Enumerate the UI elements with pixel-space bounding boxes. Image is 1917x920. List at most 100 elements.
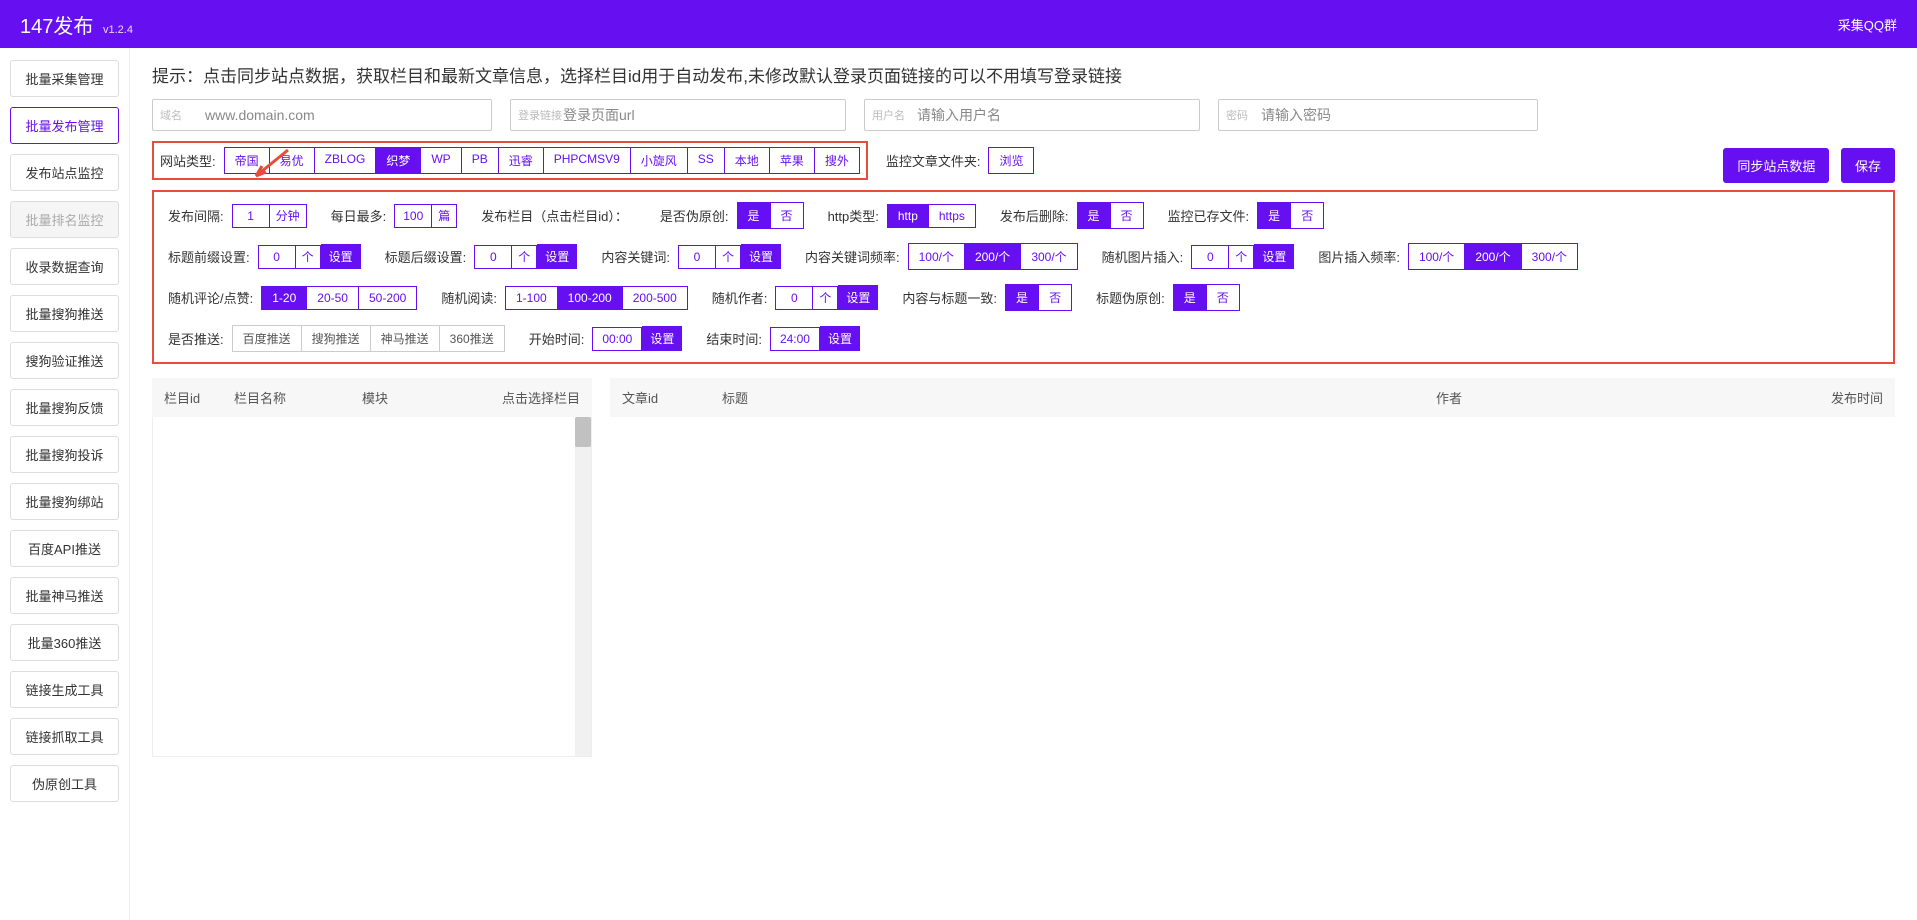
sidebar-item-2[interactable]: 发布站点监控 (10, 154, 119, 191)
content-keyword-label: 内容关键词: (601, 247, 670, 266)
sidebar-item-4[interactable]: 收录数据查询 (10, 248, 119, 285)
random-read-label: 随机阅读: (441, 288, 497, 307)
interval-input[interactable] (232, 204, 270, 228)
sidebar-item-1[interactable]: 批量发布管理 (10, 107, 119, 144)
title-suffix-input[interactable] (474, 245, 512, 269)
monitor-exist-opt-0[interactable]: 是 (1257, 202, 1291, 229)
pass-input[interactable] (1218, 99, 1538, 131)
start-time-set-button[interactable]: 设置 (642, 326, 682, 351)
http-type-opt-0[interactable]: http (887, 204, 929, 228)
title-fake-opt-1[interactable]: 否 (1206, 284, 1240, 311)
sidebar-item-11[interactable]: 批量神马推送 (10, 577, 119, 614)
sidebar-item-9[interactable]: 批量搜狗绑站 (10, 483, 119, 520)
sidebar-item-7[interactable]: 批量搜狗反馈 (10, 389, 119, 426)
sidebar-item-12[interactable]: 批量360推送 (10, 624, 119, 661)
title-fake-opt-0[interactable]: 是 (1173, 284, 1207, 311)
site-type-opt-3[interactable]: 织梦 (375, 147, 421, 174)
sync-button[interactable]: 同步站点数据 (1723, 148, 1829, 183)
title-prefix-set-button[interactable]: 设置 (321, 244, 361, 269)
monitor-folder-label: 监控文章文件夹: (886, 151, 981, 170)
sidebar-item-15[interactable]: 伪原创工具 (10, 765, 119, 802)
site-type-opt-10[interactable]: 本地 (724, 147, 770, 174)
site-type-opt-4[interactable]: WP (420, 147, 461, 174)
daily-max-input[interactable] (394, 204, 432, 228)
end-time-input[interactable] (770, 327, 820, 351)
fake-original-label: 是否伪原创: (660, 206, 729, 225)
main-content: 提示：点击同步站点数据，获取栏目和最新文章信息，选择栏目id用于自动发布,未修改… (130, 48, 1917, 920)
sidebar-item-13[interactable]: 链接生成工具 (10, 671, 119, 708)
fake-original-opt-0[interactable]: 是 (737, 202, 771, 229)
user-input[interactable] (864, 99, 1200, 131)
random-author-input[interactable] (775, 286, 813, 310)
push-opt-0[interactable]: 百度推送 (232, 325, 302, 352)
columns-tbody (152, 417, 592, 757)
delete-after-opt-1[interactable]: 否 (1110, 202, 1144, 229)
random-read-opt-0[interactable]: 1-100 (505, 286, 558, 310)
image-freq-opt-2[interactable]: 300/个 (1521, 243, 1578, 270)
fake-original-opt-1[interactable]: 否 (770, 202, 804, 229)
keyword-freq-label: 内容关键词频率: (805, 247, 900, 266)
random-comment-opt-1[interactable]: 20-50 (306, 286, 359, 310)
save-button[interactable]: 保存 (1841, 148, 1895, 183)
site-type-opt-5[interactable]: PB (461, 147, 499, 174)
scrollbar[interactable] (575, 417, 591, 756)
random-image-input[interactable] (1191, 245, 1229, 269)
art-id-header: 文章id (622, 388, 722, 407)
delete-after-opt-0[interactable]: 是 (1077, 202, 1111, 229)
random-author-set-button[interactable]: 设置 (838, 285, 878, 310)
random-comment-opt-2[interactable]: 50-200 (358, 286, 417, 310)
start-time-input[interactable] (592, 327, 642, 351)
site-type-opt-12[interactable]: 搜外 (814, 147, 860, 174)
site-type-opt-2[interactable]: ZBLOG (314, 147, 377, 174)
end-time-set-button[interactable]: 设置 (820, 326, 860, 351)
domain-input[interactable] (152, 99, 492, 131)
sidebar-item-5[interactable]: 批量搜狗推送 (10, 295, 119, 332)
image-freq-opt-0[interactable]: 100/个 (1408, 243, 1465, 270)
keyword-freq-opt-2[interactable]: 300/个 (1020, 243, 1077, 270)
http-type-opt-1[interactable]: https (928, 204, 976, 228)
sidebar-item-14[interactable]: 链接抓取工具 (10, 718, 119, 755)
app-version: v1.2.4 (103, 24, 133, 36)
site-type-opt-9[interactable]: SS (687, 147, 725, 174)
title-prefix-input[interactable] (258, 245, 296, 269)
push-opt-3[interactable]: 360推送 (439, 325, 505, 352)
art-time-header: 发布时间 (1793, 388, 1883, 407)
site-type-opt-7[interactable]: PHPCMSV9 (543, 147, 631, 174)
interval-unit: 分钟 (270, 204, 307, 228)
login-label: 登录链接 (518, 107, 562, 123)
qq-group-link[interactable]: 采集QQ群 (1838, 15, 1897, 34)
content-keyword-set-button[interactable]: 设置 (741, 244, 781, 269)
keyword-freq-opt-0[interactable]: 100/个 (908, 243, 965, 270)
site-type-opt-8[interactable]: 小旋风 (630, 147, 688, 174)
title-suffix-unit: 个 (512, 245, 537, 269)
col-name-header: 栏目名称 (234, 388, 362, 407)
random-read-opt-2[interactable]: 200-500 (622, 286, 688, 310)
image-freq-opt-1[interactable]: 200/个 (1464, 243, 1521, 270)
title-match-opt-0[interactable]: 是 (1005, 284, 1039, 311)
sidebar-item-10[interactable]: 百度API推送 (10, 530, 119, 567)
sidebar-item-0[interactable]: 批量采集管理 (10, 60, 119, 97)
title-match-opt-1[interactable]: 否 (1038, 284, 1072, 311)
sidebar-item-6[interactable]: 搜狗验证推送 (10, 342, 119, 379)
sidebar-item-3: 批量排名监控 (10, 201, 119, 238)
browse-button[interactable]: 浏览 (988, 147, 1034, 174)
content-keyword-unit: 个 (716, 245, 741, 269)
content-keyword-input[interactable] (678, 245, 716, 269)
random-comment-label: 随机评论/点赞: (168, 288, 253, 307)
site-type-opt-0[interactable]: 帝国 (224, 147, 270, 174)
push-opt-2[interactable]: 神马推送 (370, 325, 440, 352)
site-type-opt-1[interactable]: 易优 (269, 147, 315, 174)
push-opt-1[interactable]: 搜狗推送 (301, 325, 371, 352)
keyword-freq-opt-1[interactable]: 200/个 (964, 243, 1021, 270)
random-image-set-button[interactable]: 设置 (1254, 244, 1294, 269)
site-type-opt-11[interactable]: 苹果 (769, 147, 815, 174)
random-comment-opt-0[interactable]: 1-20 (261, 286, 307, 310)
title-suffix-set-button[interactable]: 设置 (537, 244, 577, 269)
random-read-opt-1[interactable]: 100-200 (557, 286, 623, 310)
articles-thead: 文章id 标题 作者 发布时间 (610, 378, 1895, 417)
tip-text: 提示：点击同步站点数据，获取栏目和最新文章信息，选择栏目id用于自动发布,未修改… (152, 62, 1895, 87)
scrollbar-thumb[interactable] (575, 417, 591, 447)
monitor-exist-opt-1[interactable]: 否 (1290, 202, 1324, 229)
sidebar-item-8[interactable]: 批量搜狗投诉 (10, 436, 119, 473)
site-type-opt-6[interactable]: 迅睿 (498, 147, 544, 174)
